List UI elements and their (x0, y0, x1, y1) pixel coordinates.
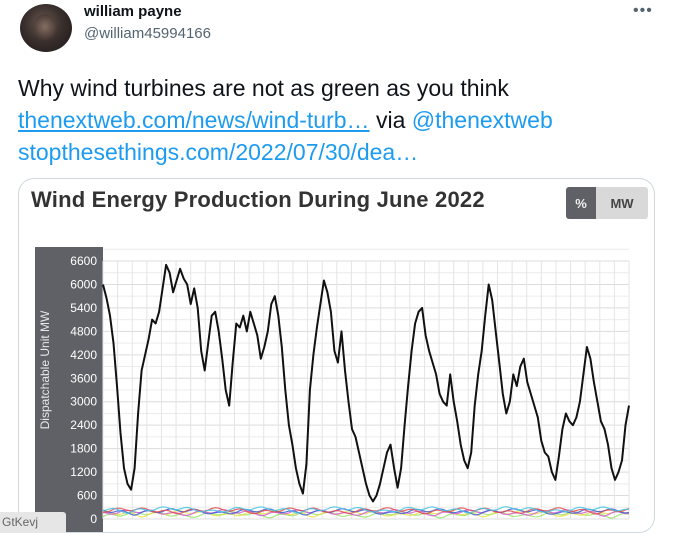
wind-production-line (102, 263, 630, 503)
background-series-line (103, 507, 630, 515)
background-series-line (102, 511, 630, 519)
y-tick-label: 600 (77, 489, 97, 503)
tweet-link-stopthesethings[interactable]: stopthesethings.com/2022/07/30/dea… (18, 139, 419, 165)
author-handle[interactable]: @william45994166 (84, 25, 211, 42)
y-tick-label: 1800 (70, 442, 97, 456)
tweet-text: Why wind turbines are not as green as yo… (18, 72, 553, 168)
mention-thenextweb[interactable]: @thenextweb (411, 107, 553, 133)
media-card[interactable]: 0 600 1200 1800 2400 3000 3600 4200 4800 5400 6000… (18, 178, 655, 533)
y-tick-label: 3600 (70, 371, 97, 385)
y-axis-label: Dispatchable Unit MW (38, 310, 52, 429)
more-horizontal-icon[interactable]: ••• (633, 2, 653, 19)
percent-toggle-button[interactable]: % (566, 187, 596, 219)
avatar[interactable] (20, 4, 72, 52)
y-tick-label: 1200 (70, 465, 97, 479)
y-tick-label: 5400 (70, 301, 97, 315)
chart-title: Wind Energy Production During June 2022 (31, 187, 485, 212)
tweet-link-thenextweb[interactable]: thenextweb.com/news/wind-turb… (18, 107, 370, 133)
unit-toggle: % MW (566, 187, 648, 219)
watermark: GtKevj (0, 512, 66, 533)
y-tick-label: 3000 (70, 395, 97, 409)
y-tick-label: 2400 (70, 418, 97, 432)
via-text: via (369, 107, 412, 133)
wind-energy-chart: 0 600 1200 1800 2400 3000 3600 4200 4800 5400 6000… (35, 247, 630, 532)
author-name[interactable]: william payne (84, 3, 182, 20)
y-tick-label: 6600 (70, 254, 97, 268)
tweet-text-line: Why wind turbines are not as green as yo… (18, 75, 509, 101)
background-series-line (102, 506, 630, 514)
y-tick-label: 0 (90, 512, 97, 526)
y-axis-band (35, 247, 103, 532)
y-tick-label: 4800 (70, 324, 97, 338)
y-tick-label: 4200 (70, 348, 97, 362)
y-tick-label: 6000 (70, 277, 97, 291)
mw-toggle-button[interactable]: MW (596, 187, 648, 219)
